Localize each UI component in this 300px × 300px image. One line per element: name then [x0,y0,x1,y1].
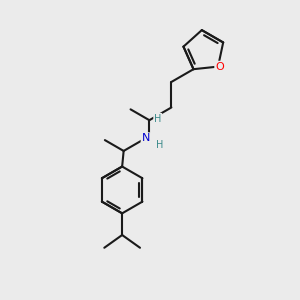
Text: O: O [215,61,224,72]
Text: H: H [156,140,164,150]
Text: N: N [142,133,150,143]
Text: H: H [154,114,161,124]
